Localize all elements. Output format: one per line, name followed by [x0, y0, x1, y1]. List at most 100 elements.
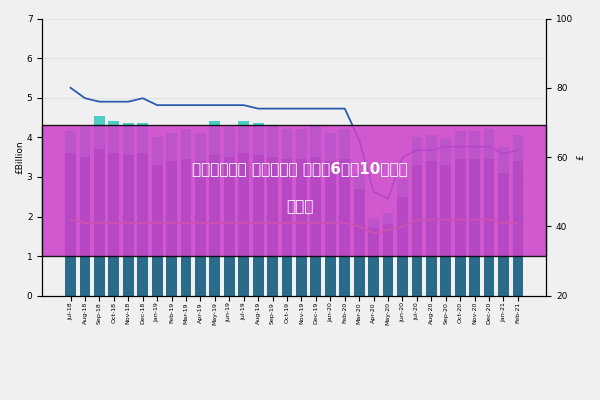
Bar [426, 135, 437, 161]
Average Debit Card PoS Expenditure (RHS) [471, 217, 478, 222]
Bar [166, 161, 177, 296]
Bar [498, 173, 509, 296]
Text: 配资平台靠谱 山子高科： 拟斥赇6亿至10亿元回: 配资平台靠谱 山子高科： 拟斥赇6亿至10亿元回 [192, 161, 408, 176]
Bar [181, 159, 191, 296]
Bar [80, 128, 91, 157]
Bar [109, 153, 119, 296]
Text: 购股份: 购股份 [286, 199, 314, 214]
Average Credit Card Expenditure (RHS) [485, 144, 493, 149]
Bar [412, 137, 422, 165]
Bar [65, 131, 76, 153]
Bar [238, 122, 249, 153]
Average Credit Card Expenditure (RHS) [211, 103, 218, 108]
Bar [195, 133, 206, 161]
Average Credit Card Expenditure (RHS) [283, 106, 290, 111]
Bar [412, 165, 422, 296]
Average Debit Card PoS Expenditure (RHS) [356, 224, 363, 229]
Average Debit Card PoS Expenditure (RHS) [96, 220, 103, 225]
Average Credit Card Expenditure (RHS) [197, 103, 204, 108]
Average Credit Card Expenditure (RHS) [341, 106, 349, 111]
Average Debit Card PoS Expenditure (RHS) [67, 217, 74, 222]
Bar [267, 157, 278, 296]
Bar [166, 133, 177, 161]
Average Debit Card PoS Expenditure (RHS) [457, 217, 464, 222]
Average Debit Card PoS Expenditure (RHS) [283, 220, 290, 225]
Average Credit Card Expenditure (RHS) [442, 144, 449, 149]
Average Debit Card PoS Expenditure (RHS) [500, 220, 507, 225]
Bar [94, 149, 105, 296]
Bar [469, 131, 480, 159]
Bar [455, 159, 466, 296]
Bar [469, 159, 480, 296]
Average Debit Card PoS Expenditure (RHS) [514, 220, 521, 225]
Average Credit Card Expenditure (RHS) [96, 99, 103, 104]
Bar [455, 131, 466, 159]
Average Credit Card Expenditure (RHS) [514, 148, 521, 152]
Average Credit Card Expenditure (RHS) [298, 106, 305, 111]
Average Credit Card Expenditure (RHS) [269, 106, 276, 111]
Average Credit Card Expenditure (RHS) [226, 103, 233, 108]
Average Debit Card PoS Expenditure (RHS) [226, 220, 233, 225]
Bar [368, 228, 379, 296]
Bar [310, 126, 322, 157]
Bar [281, 130, 292, 159]
Bar [325, 133, 336, 161]
Average Credit Card Expenditure (RHS) [240, 103, 247, 108]
Average Debit Card PoS Expenditure (RHS) [211, 220, 218, 225]
Average Debit Card PoS Expenditure (RHS) [485, 217, 493, 222]
Bar [195, 161, 206, 296]
Average Debit Card PoS Expenditure (RHS) [442, 217, 449, 222]
Average Credit Card Expenditure (RHS) [312, 106, 319, 111]
Average Credit Card Expenditure (RHS) [139, 96, 146, 101]
Bar [310, 157, 322, 296]
Average Debit Card PoS Expenditure (RHS) [197, 220, 204, 225]
Bar [383, 212, 394, 224]
Average Credit Card Expenditure (RHS) [500, 151, 507, 156]
Bar [123, 124, 134, 155]
Average Credit Card Expenditure (RHS) [182, 103, 190, 108]
Bar [152, 137, 163, 165]
Average Debit Card PoS Expenditure (RHS) [168, 220, 175, 225]
Bar [498, 147, 509, 173]
Average Debit Card PoS Expenditure (RHS) [428, 217, 435, 222]
Average Debit Card PoS Expenditure (RHS) [269, 220, 276, 225]
Average Credit Card Expenditure (RHS) [385, 196, 392, 201]
Bar [281, 159, 292, 296]
Bar [440, 165, 451, 296]
Average Credit Card Expenditure (RHS) [254, 106, 262, 111]
Average Credit Card Expenditure (RHS) [370, 189, 377, 194]
Average Credit Card Expenditure (RHS) [67, 86, 74, 90]
Bar [137, 153, 148, 296]
Bar [354, 189, 365, 296]
Average Credit Card Expenditure (RHS) [399, 155, 406, 160]
Bar [512, 135, 523, 161]
Bar [109, 122, 119, 153]
Bar [253, 124, 263, 155]
Bar [209, 122, 220, 155]
Average Credit Card Expenditure (RHS) [82, 96, 89, 101]
Average Debit Card PoS Expenditure (RHS) [125, 220, 132, 225]
Average Credit Card Expenditure (RHS) [356, 137, 363, 142]
Bar [383, 224, 394, 296]
Average Debit Card PoS Expenditure (RHS) [182, 220, 190, 225]
Average Credit Card Expenditure (RHS) [413, 148, 421, 152]
Average Debit Card PoS Expenditure (RHS) [240, 220, 247, 225]
Average Credit Card Expenditure (RHS) [168, 103, 175, 108]
Average Credit Card Expenditure (RHS) [110, 99, 118, 104]
Bar [340, 159, 350, 296]
Average Debit Card PoS Expenditure (RHS) [154, 220, 161, 225]
Y-axis label: £Billion: £Billion [15, 140, 24, 174]
Bar [224, 157, 235, 296]
Average Debit Card PoS Expenditure (RHS) [82, 220, 89, 225]
Bar [296, 130, 307, 159]
Bar [512, 161, 523, 296]
Bar [426, 161, 437, 296]
Bar [152, 165, 163, 296]
Average Debit Card PoS Expenditure (RHS) [413, 217, 421, 222]
Bar [440, 139, 451, 165]
Bar [296, 159, 307, 296]
Line: Average Credit Card Expenditure (RHS): Average Credit Card Expenditure (RHS) [71, 88, 518, 199]
Bar [267, 126, 278, 157]
Average Credit Card Expenditure (RHS) [471, 144, 478, 149]
Average Credit Card Expenditure (RHS) [457, 144, 464, 149]
